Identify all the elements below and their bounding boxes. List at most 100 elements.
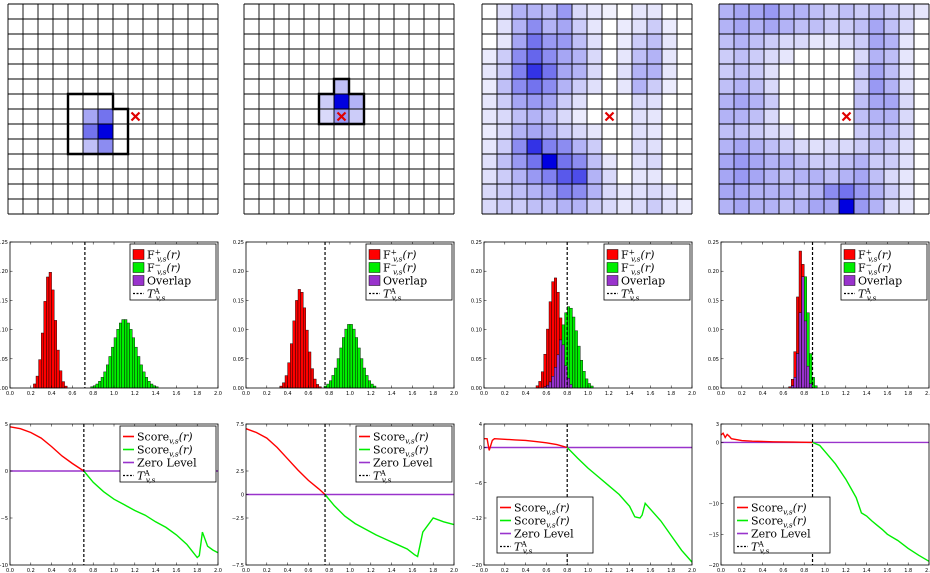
heatmap-cell xyxy=(512,19,527,34)
heatmap-cell xyxy=(587,154,602,169)
heatmap-cell xyxy=(527,109,542,124)
heatmap-cell xyxy=(869,124,884,139)
bar-negative xyxy=(336,358,340,389)
x-tick-label: 0.4 xyxy=(522,568,530,573)
heatmap-cell xyxy=(497,19,512,34)
x-tick-label: 0.2 xyxy=(263,391,271,397)
heatmap-cell xyxy=(839,169,854,184)
bar-positive xyxy=(303,307,307,389)
legend-swatch xyxy=(843,275,856,286)
bar-negative xyxy=(582,371,586,389)
y-tick-label: 0.15 xyxy=(233,298,244,304)
series-red xyxy=(245,428,326,496)
heatmap-cell xyxy=(647,169,662,184)
heatmap-cell xyxy=(482,169,497,184)
heatmap-cell xyxy=(869,154,884,169)
heatmap-cell xyxy=(899,64,914,79)
x-tick-label: 0.6 xyxy=(542,391,550,397)
heatmap-cell xyxy=(734,109,749,124)
heatmap-cell xyxy=(349,94,364,109)
heatmap-cell xyxy=(779,49,794,64)
heatmap-cell xyxy=(764,19,779,34)
heatmap-cell xyxy=(794,4,809,19)
heatmap-cell xyxy=(662,199,677,214)
heatmap-cell xyxy=(839,4,854,19)
x-tick-label: 1.2 xyxy=(131,568,139,573)
heatmap-cell xyxy=(749,154,764,169)
legend-box xyxy=(129,243,217,301)
heatmap-cell xyxy=(794,154,809,169)
legend-label: F− v,s(r) xyxy=(858,261,891,277)
x-tick-label: 2.0 xyxy=(925,391,930,397)
heatmap-cell xyxy=(869,94,884,109)
x-tick-label: 1.4 xyxy=(863,391,871,397)
heatmap-cell xyxy=(632,139,647,154)
bar-negative xyxy=(137,356,141,389)
heatmap-cell xyxy=(764,49,779,64)
bar-negative xyxy=(349,324,353,389)
bar-negative xyxy=(139,364,143,389)
heatmap-cell xyxy=(734,79,749,94)
bar-positive xyxy=(546,328,550,389)
x-tick-label: 2.0 xyxy=(450,391,458,397)
heatmap-cell xyxy=(557,109,572,124)
legend-label: F+ v,s(r) xyxy=(383,248,416,264)
bar-positive xyxy=(538,381,542,389)
y-tick-label: 0.15 xyxy=(708,298,719,304)
x-tick-label: 1.6 xyxy=(172,568,180,573)
heatmap-cell xyxy=(884,184,899,199)
heatmap-cell xyxy=(647,184,662,199)
bar-positive xyxy=(292,320,296,389)
heatmap-cell xyxy=(542,124,557,139)
heatmap-cell xyxy=(497,79,512,94)
bar-negative xyxy=(585,378,589,389)
legend-box xyxy=(365,243,453,301)
legend-swatch xyxy=(843,249,856,260)
bar-negative xyxy=(134,346,138,389)
heatmap-cell xyxy=(542,94,557,109)
heatmap-cell xyxy=(512,169,527,184)
heatmap-cell xyxy=(572,109,587,124)
heatmap-cell xyxy=(647,34,662,49)
bar-negative xyxy=(116,329,120,389)
heatmap-cell xyxy=(497,64,512,79)
heatmap-cell xyxy=(482,94,497,109)
x-marker xyxy=(604,111,615,122)
bar-negative xyxy=(329,380,333,389)
y-tick-label: 0.00 xyxy=(233,386,244,392)
heatmap-cell xyxy=(542,34,557,49)
heatmap-cell xyxy=(749,184,764,199)
legend-label: Scorev,s(r) xyxy=(373,431,429,446)
heatmap-cell xyxy=(749,19,764,34)
x-tick-label: 0.6 xyxy=(779,391,787,397)
legend-box xyxy=(496,496,594,554)
heatmap-cell xyxy=(497,184,512,199)
legend-label: F− v,s(r) xyxy=(621,261,654,277)
heatmap-cell xyxy=(587,64,602,79)
heatmap-cell xyxy=(734,64,749,79)
bar-negative xyxy=(150,383,154,389)
y-tick-label: −20 xyxy=(471,563,482,569)
x-tick-label: 1.0 xyxy=(110,568,118,573)
bar-negative xyxy=(569,307,573,389)
y-tick-label: 0.20 xyxy=(0,269,8,275)
bar-negative xyxy=(100,377,104,389)
heatmap-cell xyxy=(512,79,527,94)
heatmap-cell xyxy=(557,4,572,19)
heatmap-cell xyxy=(779,154,794,169)
heatmap-cell xyxy=(662,184,677,199)
legend-swatch xyxy=(843,262,856,273)
heatmap-cell xyxy=(719,199,734,214)
bar-positive xyxy=(543,353,547,389)
heatmap-cell xyxy=(809,199,824,214)
heatmap-cell xyxy=(884,109,899,124)
y-tick-label: 0.20 xyxy=(708,269,719,275)
x-tick-label: 1.6 xyxy=(172,391,180,397)
heatmap-cell xyxy=(482,49,497,64)
heatmap-cell xyxy=(542,199,557,214)
bar-negative xyxy=(331,375,335,389)
heatmap-cell xyxy=(719,94,734,109)
heatmap-cell xyxy=(542,49,557,64)
legend-box xyxy=(840,243,928,301)
bar-positive xyxy=(295,300,299,389)
